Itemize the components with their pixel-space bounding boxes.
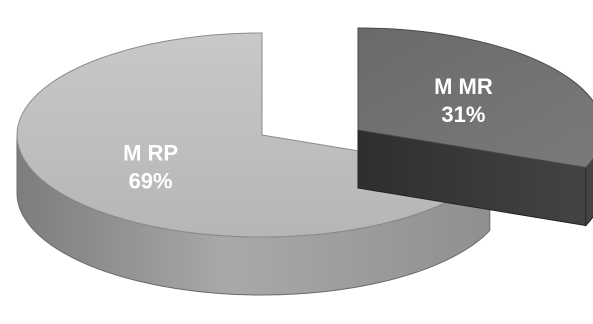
slice-label-m-mr-pct: 31% [441, 102, 485, 127]
slice-label-m-rp-name: M RP [123, 141, 178, 166]
slice-label-m-mr-name: M MR [434, 74, 493, 99]
slice-m-mr-top [357, 27, 593, 169]
slice-m-mr: M MR 31% [357, 27, 593, 227]
slice-label-m-rp-pct: 69% [129, 169, 173, 194]
